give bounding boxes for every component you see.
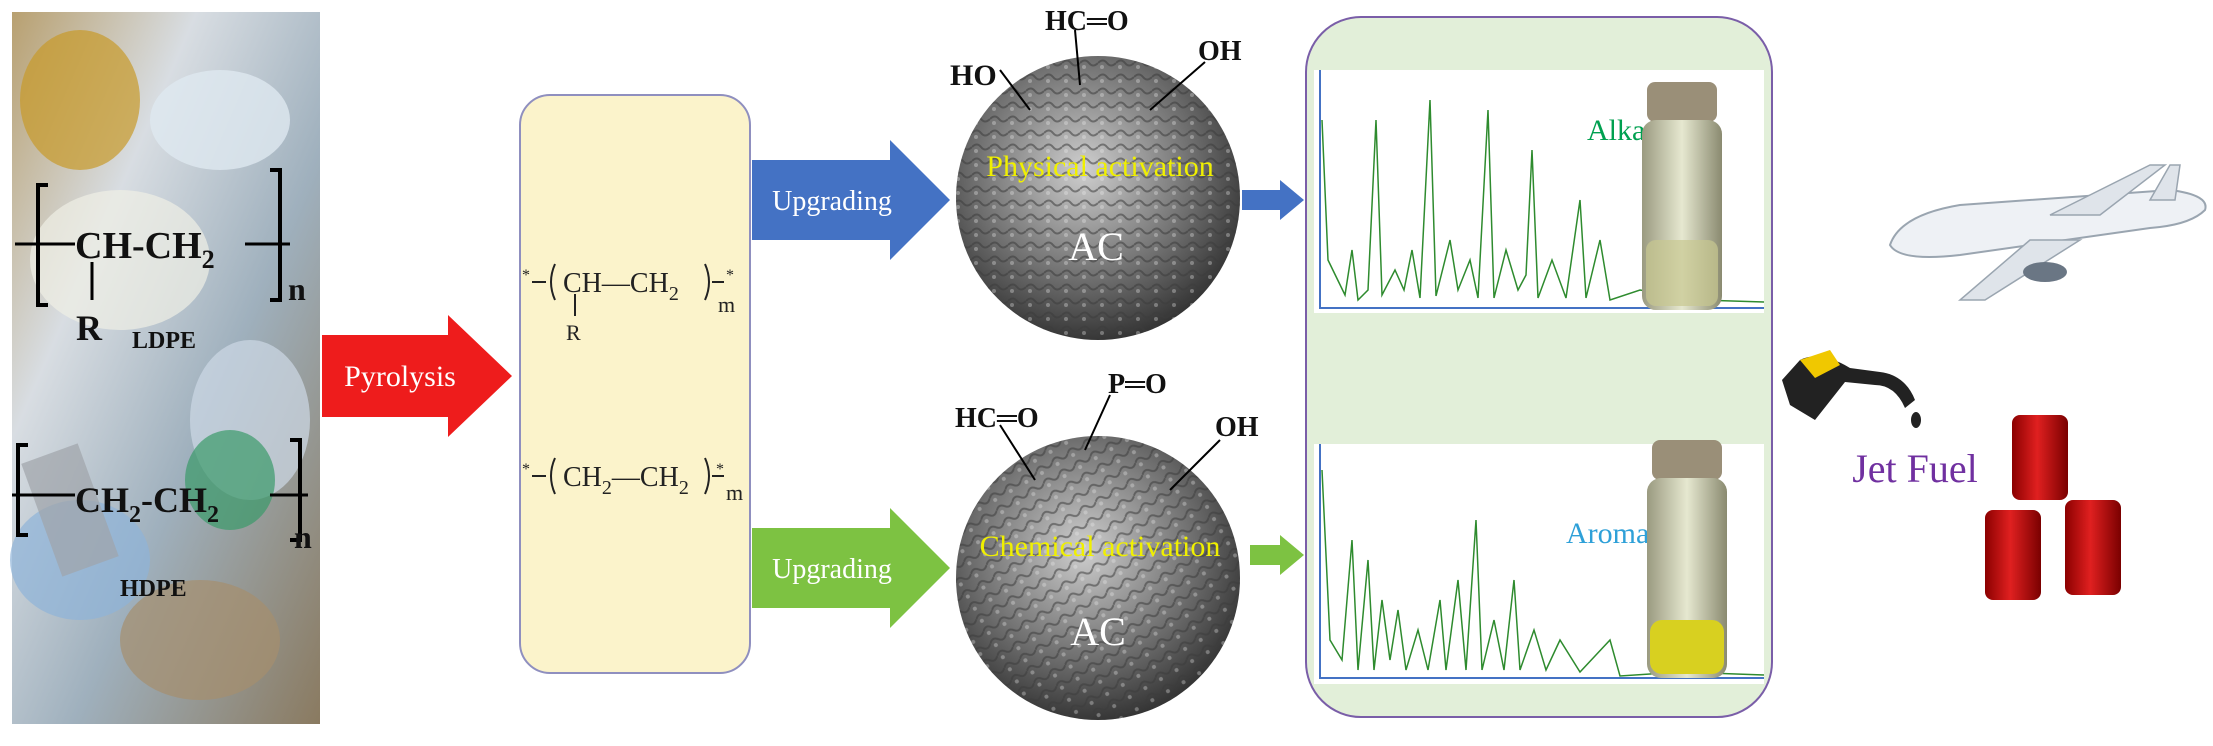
catalyst-chemical: HC═O P═O OH Chemical activation AC xyxy=(955,369,1259,720)
catalyst-core: AC xyxy=(1070,609,1126,654)
text: 2 xyxy=(129,502,141,528)
hdpe-n: n xyxy=(294,519,312,555)
text: 2 xyxy=(202,245,215,274)
small-arrow xyxy=(1250,535,1304,575)
text: m xyxy=(718,292,735,317)
pyrolysis-arrow xyxy=(322,315,512,437)
functional-group: HO xyxy=(950,59,997,92)
functional-group: P═O xyxy=(1108,369,1167,400)
functional-group: OH xyxy=(1198,36,1242,67)
ldpe-main: CH-CH2 xyxy=(75,225,215,274)
star: * xyxy=(716,461,724,478)
ldpe-label: LDPE xyxy=(132,328,196,354)
hdpe-formula: CH2-CH2 n HDPE xyxy=(12,438,312,602)
catalyst-label: Chemical activation xyxy=(980,530,1221,563)
intermediate-box xyxy=(519,94,751,674)
airplane xyxy=(1888,164,2207,301)
ldpe-n: n xyxy=(288,271,306,307)
fuel-nozzle xyxy=(1782,350,1921,428)
formula: CH—CH2 xyxy=(563,268,679,305)
intermediate-bottom: * * CH2—CH2 m xyxy=(522,457,743,505)
star: * xyxy=(522,267,530,284)
ldpe-formula: CH-CH2 R n LDPE xyxy=(15,168,306,354)
text: 2 xyxy=(679,477,689,499)
catalyst-physical: HO HC═O OH Physical activation AC xyxy=(950,6,1242,340)
text: R xyxy=(566,320,581,345)
text: m xyxy=(726,480,743,505)
functional-group: OH xyxy=(1215,412,1259,443)
text: —CH xyxy=(601,268,669,299)
barrels xyxy=(1985,415,2121,600)
chromatogram-top: Alkanes xyxy=(1314,70,1765,313)
text: 2 xyxy=(602,477,612,499)
catalyst-core: AC xyxy=(1068,224,1124,269)
catalyst-label: Physical activation xyxy=(986,150,1213,183)
text: —CH xyxy=(611,462,679,493)
output-label: Jet Fuel xyxy=(1852,446,1978,491)
text: -CH xyxy=(141,480,207,520)
star: * xyxy=(726,267,734,284)
text: 2 xyxy=(669,283,679,305)
plastic-photo xyxy=(10,12,320,724)
intermediate-top: * * CH—CH2 R m xyxy=(522,263,735,345)
star: * xyxy=(522,461,530,478)
text: CH xyxy=(563,268,602,299)
upgrading-arrow-bottom xyxy=(752,508,950,628)
upgrading-label: Upgrading xyxy=(772,554,892,585)
chromatogram-bottom: Aromatics xyxy=(1314,440,1765,684)
formula: CH2—CH2 xyxy=(563,462,689,499)
small-arrow xyxy=(1242,180,1304,220)
hdpe-main: CH2-CH2 xyxy=(75,480,219,528)
upgrading-arrow-top xyxy=(752,140,950,260)
ldpe-r: R xyxy=(76,308,103,348)
text: CH-CH xyxy=(75,225,202,267)
upgrading-label: Upgrading xyxy=(772,186,892,217)
functional-group: HC═O xyxy=(955,403,1039,434)
hdpe-label: HDPE xyxy=(120,576,187,602)
pyrolysis-label: Pyrolysis xyxy=(344,360,456,393)
text: CH xyxy=(563,462,602,493)
text: 2 xyxy=(207,502,219,528)
text: CH xyxy=(75,480,129,520)
functional-group: HC═O xyxy=(1045,6,1129,37)
